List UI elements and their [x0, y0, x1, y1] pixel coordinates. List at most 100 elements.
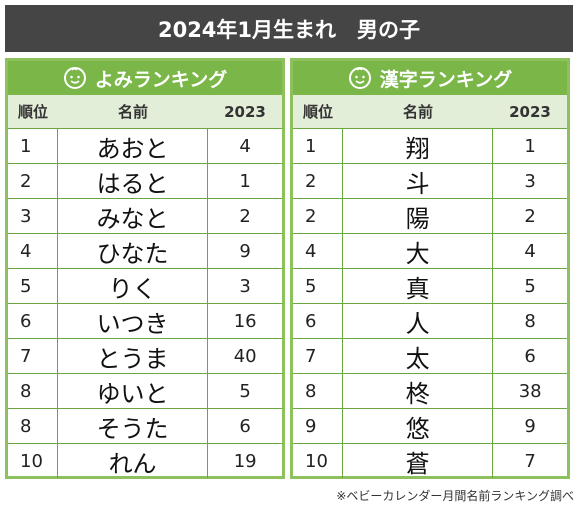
smiley-face-icon — [348, 67, 371, 89]
rank-cell: 1 — [293, 129, 343, 163]
rank-cell: 1 — [8, 129, 58, 163]
prev-rank-cell: 3 — [524, 170, 536, 192]
table-row: 8 柊 38 — [293, 373, 567, 408]
prev-rank-cell: 7 — [524, 450, 536, 472]
name-cell: はると — [58, 164, 209, 198]
name-cell: いつき — [58, 304, 209, 338]
ranking-rows: 1 翔 1 2 斗 3 2 陽 2 4 大 4 5 真 5 6 人 8 7 太 6 8 柊 38 9 悠 9 10 蒼 7 — [293, 128, 567, 478]
reading-ranking-panel: よみランキング 順位 名前 2023 1 あおと 4 2 はると 1 3 みなと 2 4 ひなた 9 5… — [5, 58, 285, 479]
table-row: 5 りく 3 — [8, 268, 282, 303]
name-cell: 大 — [343, 234, 494, 268]
rank-cell: 10 — [293, 444, 343, 478]
col-year: 2023 — [224, 102, 266, 121]
name-cell: 人 — [343, 304, 494, 338]
name-cell: 斗 — [343, 164, 494, 198]
prev-rank-cell: 9 — [239, 240, 251, 262]
col-name: 名前 — [402, 103, 433, 121]
prev-rank-cell: 6 — [524, 345, 536, 367]
table-row: 7 とうま 40 — [8, 338, 282, 373]
prev-rank-cell: 2 — [524, 205, 536, 227]
rank-cell: 8 — [8, 374, 58, 408]
prev-rank-cell: 4 — [524, 240, 536, 262]
rank-cell: 8 — [293, 374, 343, 408]
rank-cell: 6 — [293, 304, 343, 338]
prev-rank-cell: 4 — [239, 135, 251, 157]
column-headers: 順位 名前 2023 — [293, 95, 567, 128]
prev-rank-cell: 3 — [239, 275, 251, 297]
prev-rank-cell: 5 — [524, 275, 536, 297]
source-footnote: ※ベビーカレンダー月間名前ランキング調べ — [336, 489, 574, 503]
prev-rank-cell: 16 — [233, 310, 257, 332]
prev-rank-cell: 19 — [233, 450, 257, 472]
prev-rank-cell: 6 — [239, 415, 251, 437]
rank-cell: 7 — [293, 339, 343, 373]
table-row: 3 みなと 2 — [8, 198, 282, 233]
prev-rank-cell: 38 — [518, 380, 542, 402]
name-cell: 蒼 — [343, 444, 494, 478]
table-row: 2 はると 1 — [8, 163, 282, 198]
prev-rank-cell: 8 — [524, 310, 536, 332]
name-cell: 太 — [343, 339, 494, 373]
rank-cell: 6 — [8, 304, 58, 338]
ranking-rows: 1 あおと 4 2 はると 1 3 みなと 2 4 ひなた 9 5 りく 3 6 いつき 16 7 とうま 40 8 ゆいと… — [8, 128, 282, 478]
rank-cell: 3 — [8, 199, 58, 233]
rank-cell: 5 — [8, 269, 58, 303]
table-row: 8 そうた 6 — [8, 408, 282, 443]
name-cell: とうま — [58, 339, 209, 373]
col-name: 名前 — [117, 103, 148, 121]
panel-title: よみランキング — [94, 68, 228, 91]
rank-cell: 10 — [8, 444, 58, 478]
col-rank: 順位 — [17, 103, 48, 121]
name-cell: りく — [58, 269, 209, 303]
name-cell: れん — [58, 444, 209, 478]
prev-rank-cell: 5 — [239, 380, 251, 402]
prev-rank-cell: 1 — [524, 135, 536, 157]
name-cell: あおと — [58, 129, 209, 163]
table-row: 6 いつき 16 — [8, 303, 282, 338]
page-title: 2024年1月生まれ 男の子 — [5, 5, 573, 52]
table-row: 4 ひなた 9 — [8, 233, 282, 268]
prev-rank-cell: 9 — [524, 415, 536, 437]
name-cell: 真 — [343, 269, 494, 303]
name-cell: ひなた — [58, 234, 209, 268]
name-cell: 陽 — [343, 199, 494, 233]
column-headers: 順位 名前 2023 — [8, 95, 282, 128]
rank-cell: 4 — [8, 234, 58, 268]
prev-rank-cell: 1 — [239, 170, 251, 192]
col-rank: 順位 — [302, 103, 333, 121]
rank-cell: 4 — [293, 234, 343, 268]
prev-rank-cell: 40 — [233, 345, 257, 367]
rank-cell: 8 — [8, 409, 58, 443]
rank-cell: 9 — [293, 409, 343, 443]
panel-title: 漢字ランキング — [379, 68, 513, 91]
rank-cell: 5 — [293, 269, 343, 303]
table-row: 1 あおと 4 — [8, 128, 282, 163]
table-row: 8 ゆいと 5 — [8, 373, 282, 408]
name-cell: ゆいと — [58, 374, 209, 408]
rank-cell: 2 — [8, 164, 58, 198]
name-cell: みなと — [58, 199, 209, 233]
name-cell: 柊 — [343, 374, 494, 408]
name-cell: 翔 — [343, 129, 494, 163]
name-cell: そうた — [58, 409, 209, 443]
panel-header: 漢字ランキング — [293, 61, 567, 95]
col-year: 2023 — [509, 102, 551, 121]
name-cell: 悠 — [343, 409, 494, 443]
smiley-face-icon — [63, 67, 86, 89]
table-row: 10 蒼 7 — [293, 443, 567, 478]
rank-cell: 2 — [293, 164, 343, 198]
table-row: 10 れん 19 — [8, 443, 282, 478]
panel-header: よみランキング — [8, 61, 282, 95]
rank-cell: 7 — [8, 339, 58, 373]
rank-cell: 2 — [293, 199, 343, 233]
prev-rank-cell: 2 — [239, 205, 251, 227]
